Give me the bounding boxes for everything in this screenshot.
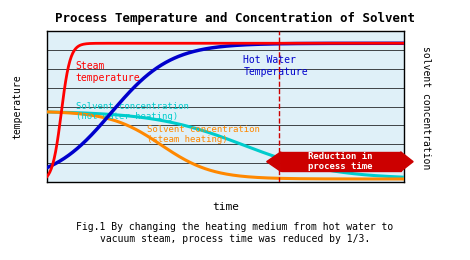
Bar bbox=[281, 152, 400, 171]
Text: Process Temperature and Concentration of Solvent: Process Temperature and Concentration of… bbox=[55, 12, 415, 25]
Text: Steam
temperature: Steam temperature bbox=[76, 61, 140, 83]
Text: time: time bbox=[212, 202, 239, 212]
Polygon shape bbox=[266, 152, 281, 171]
Text: temperature: temperature bbox=[12, 74, 22, 139]
Text: Fig.1 By changing the heating medium from hot water to
vacuum steam, process tim: Fig.1 By changing the heating medium fro… bbox=[76, 222, 394, 244]
Text: solvent concentration: solvent concentration bbox=[421, 46, 431, 170]
Text: Hot Water
Temperature: Hot Water Temperature bbox=[243, 55, 308, 77]
Text: Reduction in
process time: Reduction in process time bbox=[308, 152, 372, 171]
Text: Solvent concentration
(hot water heating): Solvent concentration (hot water heating… bbox=[76, 102, 188, 121]
Text: Solvent concentration
(steam heating): Solvent concentration (steam heating) bbox=[147, 125, 260, 144]
Polygon shape bbox=[400, 152, 413, 171]
